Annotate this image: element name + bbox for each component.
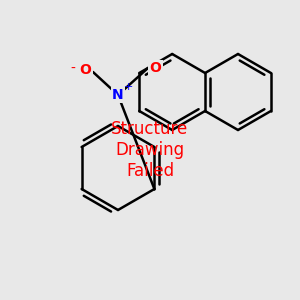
Text: +: + [124, 82, 133, 92]
Text: Structure
Drawing
Failed: Structure Drawing Failed [111, 120, 189, 180]
Text: O: O [80, 64, 92, 77]
Text: N: N [112, 88, 124, 102]
Text: O: O [150, 61, 161, 75]
Text: -: - [70, 62, 75, 76]
